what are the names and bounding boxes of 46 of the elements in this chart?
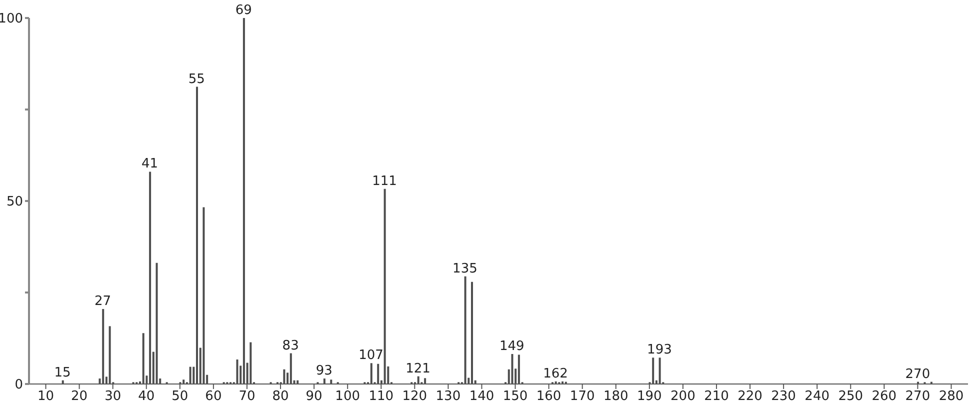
x-tick-label: 10 xyxy=(37,389,54,404)
x-tick-label: 180 xyxy=(603,389,628,404)
x-tick-label: 240 xyxy=(804,389,830,404)
annotation: 41 xyxy=(141,156,158,172)
annotation: 27 xyxy=(94,294,112,309)
annotation: 270 xyxy=(905,366,930,382)
x-tick-label: 200 xyxy=(670,389,696,404)
x-tick-label: 150 xyxy=(502,389,528,404)
x-tick-label: 120 xyxy=(402,389,428,404)
x-tick-label: 170 xyxy=(570,389,595,404)
x-tick-label: 140 xyxy=(469,389,494,404)
y-tick-label: 50 xyxy=(6,194,23,210)
annotation: 93 xyxy=(316,364,332,379)
annotation: 107 xyxy=(358,348,384,364)
x-tick-label: 50 xyxy=(172,389,188,404)
x-tick-label: 20 xyxy=(71,389,88,404)
annotation: 111 xyxy=(372,174,397,189)
annotation: 149 xyxy=(500,338,524,354)
x-tick-label: 260 xyxy=(872,389,897,404)
x-tick-label: 70 xyxy=(238,389,256,404)
x-tick-label: 160 xyxy=(536,389,562,404)
annotation: 83 xyxy=(282,338,299,354)
x-tick-label: 90 xyxy=(306,389,322,404)
x-tick-label: 230 xyxy=(771,389,796,404)
y-tick-label: 0 xyxy=(14,378,23,393)
x-tick-label: 40 xyxy=(138,389,155,404)
x-tick-label: 110 xyxy=(368,389,394,404)
x-tick-label: 100 xyxy=(335,389,360,404)
annotation: 55 xyxy=(188,72,205,87)
x-tick-label: 210 xyxy=(704,389,729,404)
annotation: 15 xyxy=(54,365,71,380)
x-tick-label: 270 xyxy=(905,389,930,404)
x-tick-label: 190 xyxy=(636,389,662,404)
annotation: 162 xyxy=(543,366,568,382)
x-tick-label: 220 xyxy=(738,389,762,404)
annotation: 121 xyxy=(406,361,430,376)
x-tick-label: 280 xyxy=(938,389,964,404)
y-tick-label: 100 xyxy=(0,12,23,27)
x-tick-label: 30 xyxy=(104,389,122,404)
annotation: 193 xyxy=(647,342,672,358)
x-tick-label: 130 xyxy=(436,389,461,404)
x-tick-label: 80 xyxy=(272,389,289,404)
annotation: 69 xyxy=(235,3,252,18)
x-tick-label: 250 xyxy=(838,389,864,404)
x-tick-label: 60 xyxy=(205,389,222,404)
annotation: 135 xyxy=(452,261,478,276)
